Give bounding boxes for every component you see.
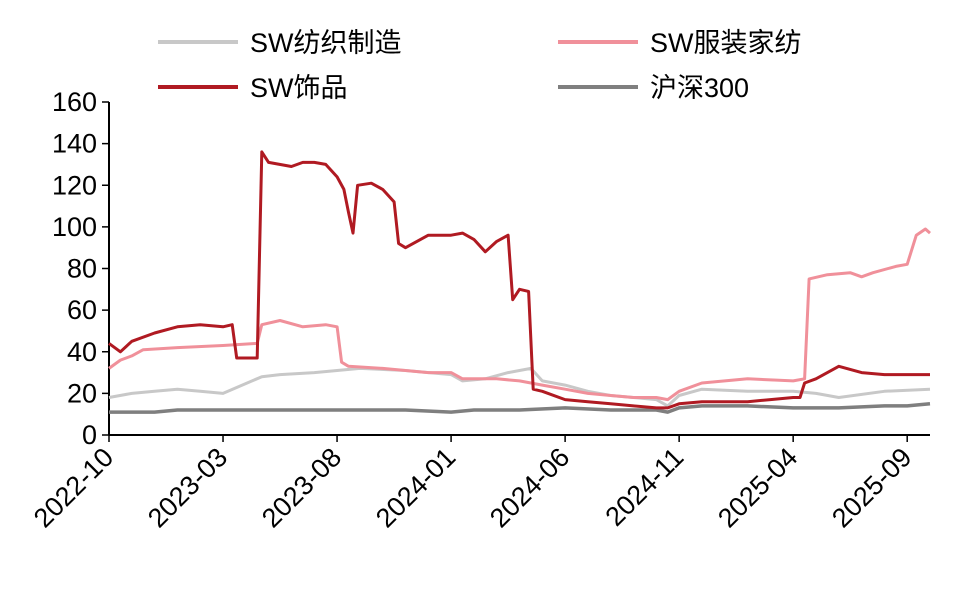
y-tick-label: 0 <box>82 420 97 450</box>
legend-entry-apparel-home-textiles[interactable]: SW服装家纺 <box>558 28 802 58</box>
x-tick-label: 2024-01 <box>370 442 461 533</box>
series-line-csi300 <box>109 402 931 414</box>
legend-entry-csi300[interactable]: 沪深300 <box>558 73 749 103</box>
y-tick-label: 140 <box>52 129 97 159</box>
y-tick-label: 120 <box>52 170 97 200</box>
y-tick-label: 160 <box>52 87 97 117</box>
x-tick-label: 2025-04 <box>712 442 803 533</box>
legend-label-csi300: 沪深300 <box>650 73 749 103</box>
series-line-jewelry <box>108 150 930 410</box>
y-tick-label: 100 <box>52 212 97 242</box>
x-tick-label: 2023-08 <box>256 442 347 533</box>
y-tick-label: 60 <box>67 295 97 325</box>
x-tick-label: 2022-10 <box>28 442 119 533</box>
plot-area <box>108 150 931 414</box>
x-tick-label: 2024-11 <box>600 442 690 532</box>
x-tick-label: 2023-03 <box>142 442 233 533</box>
y-tick-label: 80 <box>67 254 97 284</box>
y-tick-label: 20 <box>67 378 97 408</box>
series-line-textile-manufacturing <box>108 366 931 408</box>
legend-entry-jewelry[interactable]: SW饰品 <box>158 73 348 103</box>
legend: SW纺织制造 SW服装家纺 SW饰品 沪深300 <box>158 28 802 103</box>
x-axis: 2022-10 2023-03 2023-08 2024-01 2024-06 2024-… <box>28 434 930 533</box>
legend-label-jewelry: SW饰品 <box>250 73 348 103</box>
legend-entry-textile-manufacturing[interactable]: SW纺织制造 <box>158 28 402 58</box>
y-axis: 0 20 40 60 80 100 120 140 160 <box>52 87 110 450</box>
legend-label-textile-manufacturing: SW纺织制造 <box>250 28 402 58</box>
legend-label-apparel-home-textiles: SW服装家纺 <box>650 28 802 58</box>
series-line-apparel-home-textiles <box>108 227 931 402</box>
x-tick-label: 2024-06 <box>484 442 575 533</box>
x-tick-label: 2025-09 <box>826 442 917 533</box>
y-tick-label: 40 <box>67 337 97 367</box>
